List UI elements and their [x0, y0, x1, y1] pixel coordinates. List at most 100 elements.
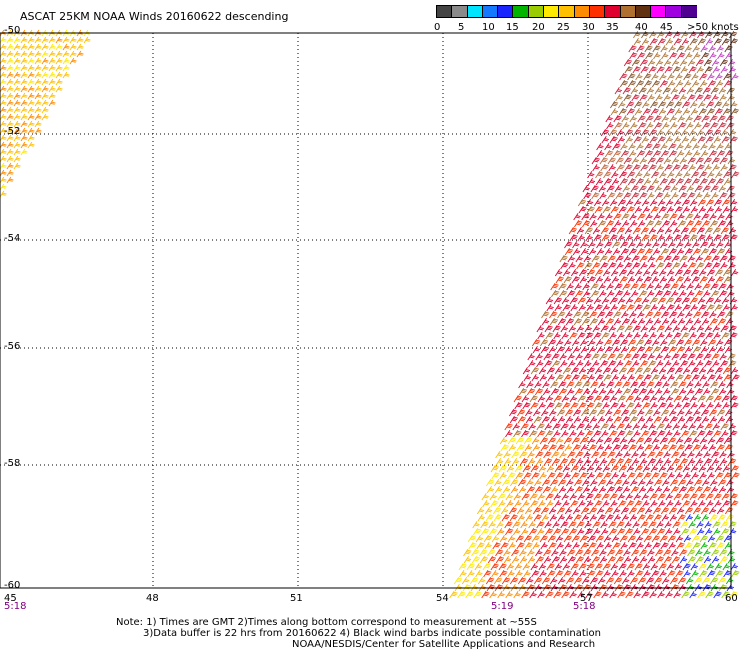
wind-barb: [704, 163, 712, 172]
map-frame: [0, 32, 732, 589]
wind-barb: [662, 184, 671, 193]
wind-barb: [20, 71, 28, 79]
wind-barb: [684, 541, 693, 550]
wind-barb: [639, 58, 649, 67]
wind-barb: [690, 205, 698, 214]
colorbar-segment: [497, 5, 514, 18]
wind-barb: [606, 478, 614, 487]
wind-barb: [721, 135, 730, 144]
wind-barb: [716, 247, 726, 256]
wind-barb: [619, 170, 628, 179]
wind-barb: [573, 576, 583, 585]
wind-barb: [676, 338, 685, 347]
wind-barb: [689, 135, 697, 144]
wind-barb: [719, 156, 728, 165]
wind-barb: [603, 177, 613, 186]
wind-barb: [696, 128, 705, 137]
wind-barb: [20, 92, 28, 100]
wind-barb: [667, 373, 675, 382]
wind-barb: [0, 57, 7, 65]
wind-barb: [6, 50, 14, 58]
wind-barb: [588, 338, 596, 347]
wind-barb: [610, 100, 619, 109]
wind-barb: [588, 345, 597, 354]
wind-barb: [711, 555, 720, 564]
wind-barb: [647, 548, 655, 557]
wind-barb: [645, 114, 654, 123]
wind-barb: [660, 247, 670, 256]
wind-barb: [680, 226, 689, 235]
wind-barb: [563, 275, 572, 284]
wind-barb: [615, 548, 624, 557]
wind-barb: [0, 113, 7, 121]
wind-barb: [543, 457, 553, 466]
wind-barb: [0, 106, 7, 114]
wind-barb: [678, 219, 687, 228]
wind-barb: [62, 43, 70, 51]
wind-barb: [6, 43, 14, 51]
wind-barb: [647, 191, 655, 200]
wind-barb: [603, 534, 612, 543]
wind-barb: [636, 44, 645, 53]
wind-barb: [627, 569, 635, 578]
wind-barb: [725, 576, 734, 585]
wind-barb: [698, 401, 706, 410]
wind-barb: [633, 30, 641, 39]
wind-barb: [653, 576, 663, 585]
wind-barb: [629, 576, 639, 585]
wind-barb: [689, 527, 698, 536]
wind-barb: [545, 429, 554, 438]
wind-barb: [595, 177, 604, 186]
wind-barb: [633, 429, 641, 438]
wind-barb: [721, 37, 730, 46]
wind-barb: [674, 107, 683, 116]
wind-barb: [625, 527, 634, 536]
wind-barb: [664, 163, 673, 172]
wind-barb: [505, 429, 513, 438]
wind-barb: [41, 92, 49, 100]
wind-barb: [549, 317, 559, 326]
wind-barb: [657, 394, 666, 403]
wind-barb: [665, 198, 674, 207]
wind-barb: [535, 450, 544, 459]
wind-barb: [640, 520, 649, 529]
wind-barb: [643, 436, 653, 445]
wind-barb: [643, 569, 651, 578]
wind-barb: [689, 590, 697, 599]
wind-barb: [541, 513, 549, 522]
wind-barb: [660, 443, 669, 452]
wind-barb: [48, 36, 56, 44]
wind-barb: [701, 415, 710, 424]
wind-barb: [13, 57, 21, 65]
wind-barb: [719, 555, 729, 564]
wind-barb: [557, 513, 565, 522]
wind-barb: [665, 394, 674, 403]
wind-barb: [681, 30, 689, 39]
wind-barb: [675, 170, 683, 179]
wind-barb: [679, 289, 687, 298]
wind-barb: [576, 226, 585, 235]
wind-barb: [554, 268, 563, 277]
wind-barb: [48, 85, 56, 93]
wind-barb: [681, 429, 690, 438]
wind-barb: [494, 478, 502, 487]
wind-barb: [718, 387, 727, 396]
wind-barb: [714, 401, 722, 410]
colorbar-segment: [543, 5, 560, 18]
wind-barb: [471, 548, 480, 557]
wind-barb: [714, 366, 724, 375]
wind-barb: [657, 429, 666, 438]
wind-barb: [729, 233, 738, 242]
wind-barb: [618, 107, 627, 116]
wind-barb: [631, 548, 640, 557]
wind-barb: [6, 120, 14, 128]
wind-barb: [34, 99, 42, 107]
wind-barb: [625, 429, 634, 438]
wind-barb: [584, 520, 592, 529]
wind-barb: [706, 205, 714, 214]
wind-barb: [617, 296, 626, 305]
wind-barb: [625, 590, 634, 599]
wind-barb: [673, 30, 682, 39]
wind-barb: [665, 296, 675, 305]
wind-barb: [457, 590, 466, 599]
